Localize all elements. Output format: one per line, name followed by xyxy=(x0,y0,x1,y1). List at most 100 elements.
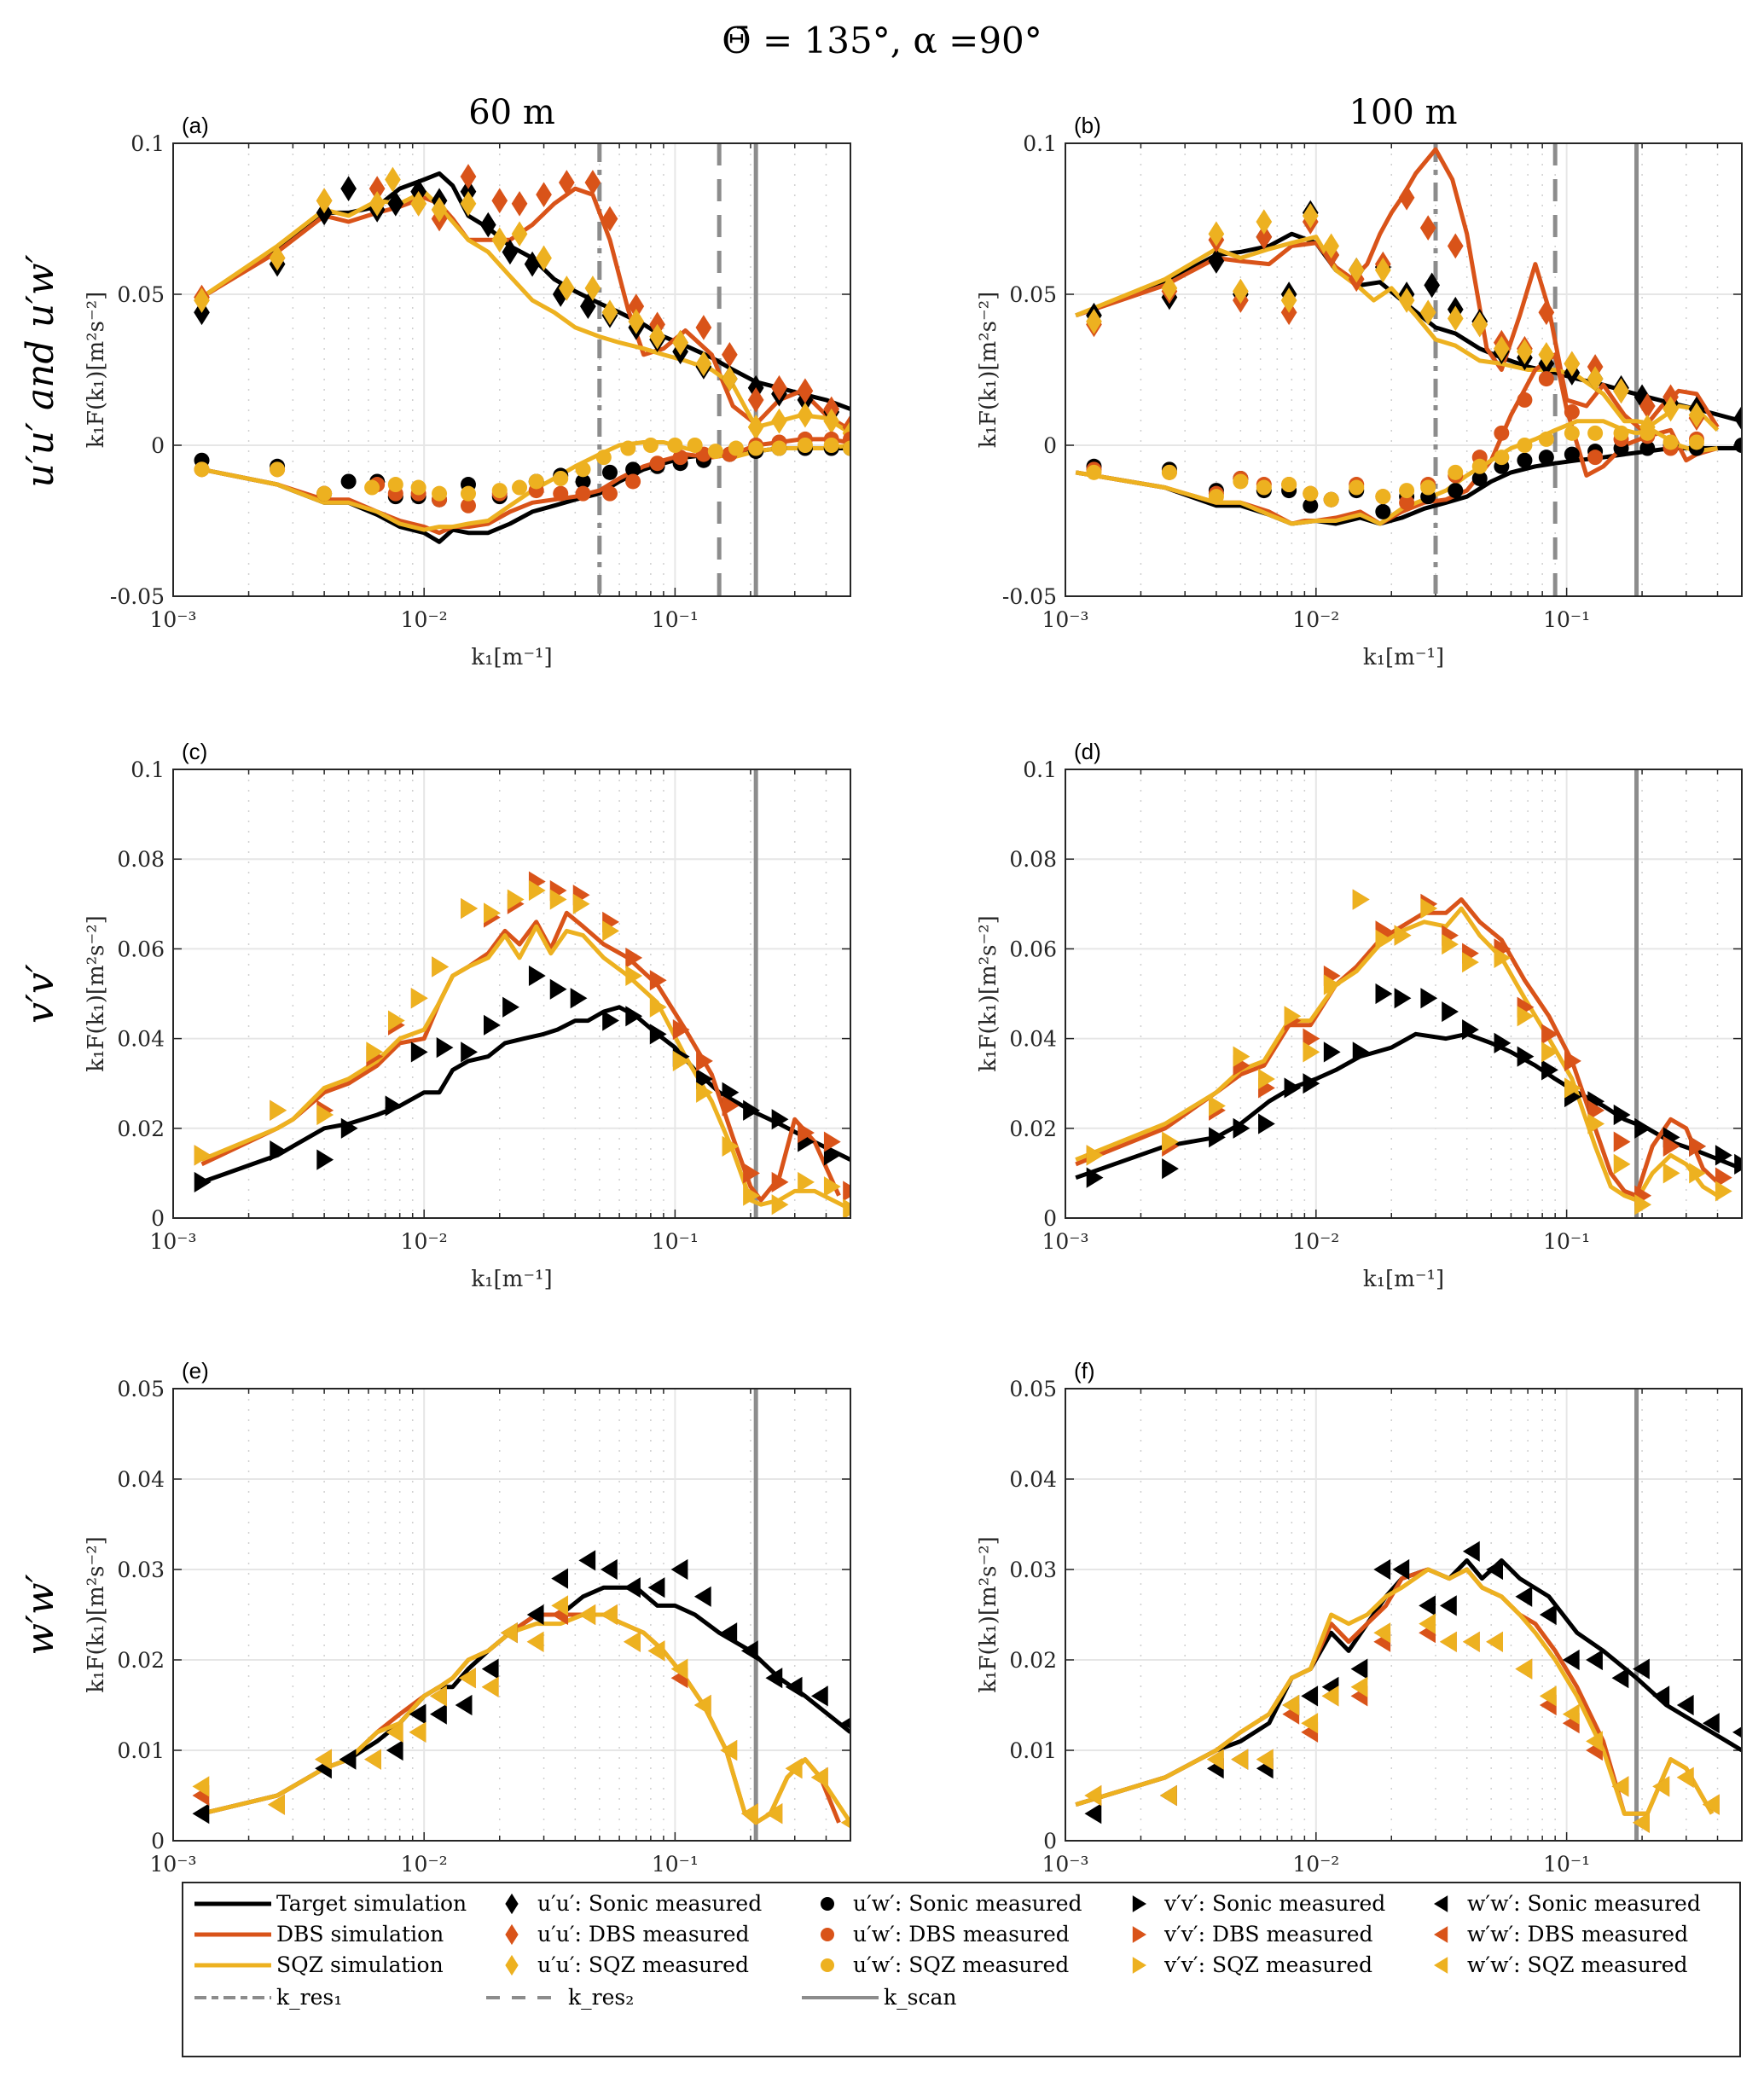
plot-area xyxy=(1075,147,1742,526)
data-point-tri-left xyxy=(578,1604,596,1626)
x-tick-label: 10⁻² xyxy=(401,1229,448,1254)
data-point-tri-right xyxy=(1352,1041,1370,1063)
data-point-circle xyxy=(460,497,476,513)
data-point-tri-left xyxy=(409,1703,426,1725)
data-point-tri-left xyxy=(1732,1726,1742,1738)
legend-marker-tri-right xyxy=(1132,1957,1146,1974)
data-point-tri-left xyxy=(647,1577,665,1598)
data-point-tri-right xyxy=(366,1041,384,1063)
data-point-diamond xyxy=(1662,396,1679,422)
data-point-tri-left xyxy=(1084,1803,1102,1825)
panels: 10⁻³ 10⁻² 10⁻¹ -0.05 0 0.05 0.1 (a) k₁F(k₁)[m²s⁻… xyxy=(84,113,1743,1915)
data-point-circle xyxy=(642,438,659,453)
data-point-circle xyxy=(1323,491,1339,508)
x-tick-label: 10⁻¹ xyxy=(1543,607,1590,632)
data-point-circle xyxy=(601,485,618,502)
panel-tag: (c) xyxy=(182,739,207,764)
y-axis-label: k₁F(k₁)[m²s⁻²] xyxy=(976,292,1001,449)
data-point-tri-right xyxy=(672,1018,690,1041)
x-axis-label: k₁[m⁻¹] xyxy=(471,1267,552,1292)
data-point-tri-right xyxy=(1613,1104,1631,1126)
data-point-diamond xyxy=(628,309,645,334)
series-line-dbs xyxy=(1075,897,1720,1198)
data-point-tri-right xyxy=(1462,952,1479,973)
data-point-tri-left xyxy=(624,1577,641,1598)
data-point-diamond xyxy=(536,245,552,271)
y-tick-label: 0 xyxy=(1043,433,1057,458)
data-point-tri-right xyxy=(798,1122,815,1144)
data-point-tri-right xyxy=(722,1082,740,1103)
data-point-diamond xyxy=(479,212,496,238)
column-title-60m: 60 m xyxy=(468,93,555,132)
data-point-circle xyxy=(1303,485,1319,502)
legend-label: k_res₂ xyxy=(568,1985,634,2010)
x-tick-label: 10⁻¹ xyxy=(1543,1852,1590,1877)
data-point-tri-right xyxy=(696,1050,713,1071)
x-tick-label: 10⁻² xyxy=(1292,1229,1339,1254)
x-tick-label: 10⁻³ xyxy=(149,1852,196,1877)
data-point-tri-left xyxy=(481,1658,499,1680)
data-point-tri-right xyxy=(316,1149,334,1170)
y-tick-label: 0.04 xyxy=(117,1467,165,1492)
data-point-tri-right xyxy=(1375,983,1393,1005)
data-point-tri-left xyxy=(1633,1812,1650,1833)
data-point-circle xyxy=(667,438,683,453)
data-point-circle xyxy=(340,473,357,490)
legend-item: u′u′: Sonic measured xyxy=(505,1891,762,1916)
data-point-diamond xyxy=(601,206,618,232)
data-point-diamond xyxy=(1398,287,1415,313)
data-point-tri-right xyxy=(1564,1077,1581,1099)
y-tick-label: 0.06 xyxy=(117,937,165,961)
legend-label: u′w′: Sonic measured xyxy=(853,1891,1082,1916)
data-point-tri-left xyxy=(386,1721,403,1743)
data-point-tri-right xyxy=(436,1037,454,1059)
data-point-tri-right xyxy=(1689,1135,1706,1157)
panel-b: 10⁻³ 10⁻² 10⁻¹ -0.05 0 0.05 0.1 (b) k₁F(k₁)[m²s⁻… xyxy=(976,113,1743,670)
data-point-tri-left xyxy=(1206,1749,1224,1770)
data-point-diamond xyxy=(558,170,575,195)
data-point-circle xyxy=(1471,470,1488,486)
legend-items: Target simulation u′u′: Sonic measured u′w… xyxy=(194,1891,1701,2010)
legend-item: DBS simulation xyxy=(194,1922,444,1946)
data-point-circle xyxy=(687,438,703,453)
x-tick-label: 10⁻³ xyxy=(1042,607,1088,632)
series-line-sqz xyxy=(200,1612,850,1825)
data-point-tri-left xyxy=(1301,1685,1319,1707)
data-point-circle xyxy=(1208,489,1224,505)
data-point-tri-right xyxy=(1442,1001,1459,1023)
data-point-diamond xyxy=(1688,402,1705,428)
data-point-circle xyxy=(1564,404,1580,421)
data-point-tri-left xyxy=(526,1604,544,1626)
data-point-circle xyxy=(1538,431,1554,447)
legend-label: u′u′: DBS measured xyxy=(537,1922,750,1946)
data-point-circle xyxy=(1639,425,1656,441)
data-point-tri-left xyxy=(1462,1540,1480,1562)
data-point-tri-right xyxy=(649,996,667,1018)
data-point-circle xyxy=(1399,483,1415,499)
data-point-circle xyxy=(1494,425,1510,441)
data-point-tri-left xyxy=(551,1595,569,1616)
data-point-diamond xyxy=(1233,278,1249,305)
data-point-tri-right xyxy=(1086,1145,1104,1166)
data-point-diamond xyxy=(1208,221,1225,247)
data-point-circle xyxy=(1587,425,1604,441)
data-point-tri-left xyxy=(1611,1668,1629,1689)
legend-label: DBS simulation xyxy=(276,1922,444,1946)
panel-c: 10⁻³ 10⁻² 10⁻¹ 0 0.02 0.04 0.06 0.08 0.1 (c) k₁F(k… xyxy=(84,739,851,1292)
y-tick-label: 0.03 xyxy=(117,1558,165,1582)
data-point-tri-right xyxy=(1303,1041,1320,1063)
data-point-tri-left xyxy=(1515,1586,1533,1607)
data-point-diamond xyxy=(368,190,386,217)
data-point-tri-right xyxy=(549,889,567,910)
data-point-circle xyxy=(1448,483,1464,499)
data-point-tri-left xyxy=(785,1676,803,1697)
y-tick-label: 0 xyxy=(1043,1829,1057,1854)
data-point-tri-right xyxy=(696,1082,713,1103)
y-tick-label: 0.1 xyxy=(131,131,165,156)
data-point-tri-left xyxy=(268,1794,285,1815)
data-point-tri-right xyxy=(461,897,478,920)
data-point-circle xyxy=(575,473,591,490)
panel-f: 10⁻³ 10⁻² 10⁻¹ 0 0.01 0.02 0.03 0.04 0.05 (f) k₁F(… xyxy=(976,1358,1743,1915)
data-point-tri-right xyxy=(843,1198,850,1218)
